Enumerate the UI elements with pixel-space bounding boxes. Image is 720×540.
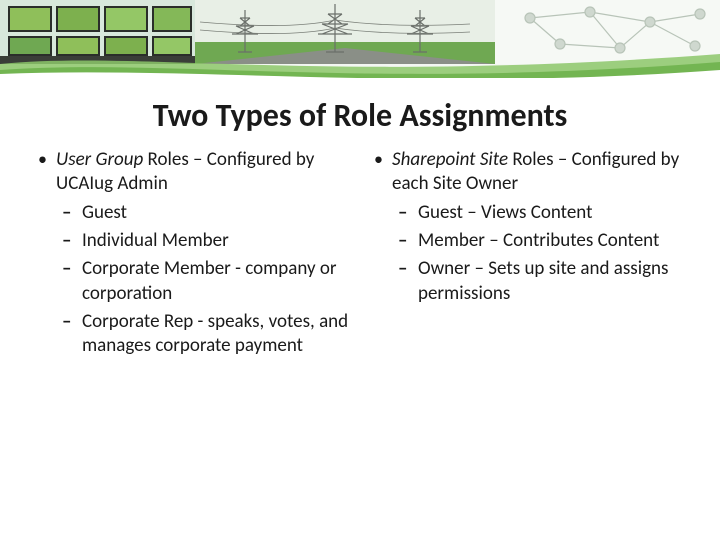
left-bullet-list: User Group Roles – Configured by UCAIug …	[34, 148, 350, 359]
banner	[0, 0, 720, 78]
left-sub-item: Corporate Rep - speaks, votes, and manag…	[56, 310, 350, 359]
left-sub-item: Individual Member	[56, 229, 350, 253]
right-lead-italic: Sharepoint Site	[392, 148, 508, 171]
left-sublist: Guest Individual Member Corporate Member…	[56, 201, 350, 359]
left-sub-item: Corporate Member - company or corporatio…	[56, 257, 350, 306]
right-sub-item: Member – Contributes Content	[392, 229, 686, 253]
content-columns: User Group Roles – Configured by UCAIug …	[34, 148, 686, 363]
right-sub-item: Guest – Views Content	[392, 201, 686, 225]
left-lead-italic: User Group	[56, 148, 143, 171]
right-column: Sharepoint Site Roles – Configured by ea…	[370, 148, 686, 363]
slide: Two Types of Role Assignments User Group…	[0, 0, 720, 540]
banner-svg	[0, 0, 720, 78]
left-sub-item: Guest	[56, 201, 350, 225]
left-column: User Group Roles – Configured by UCAIug …	[34, 148, 350, 363]
right-sub-item: Owner – Sets up site and assigns permiss…	[392, 257, 686, 306]
right-bullet-list: Sharepoint Site Roles – Configured by ea…	[370, 148, 686, 306]
right-sublist: Guest – Views Content Member – Contribut…	[392, 201, 686, 306]
slide-title: Two Types of Role Assignments	[0, 96, 720, 135]
left-lead-item: User Group Roles – Configured by UCAIug …	[34, 148, 350, 359]
right-lead-item: Sharepoint Site Roles – Configured by ea…	[370, 148, 686, 306]
